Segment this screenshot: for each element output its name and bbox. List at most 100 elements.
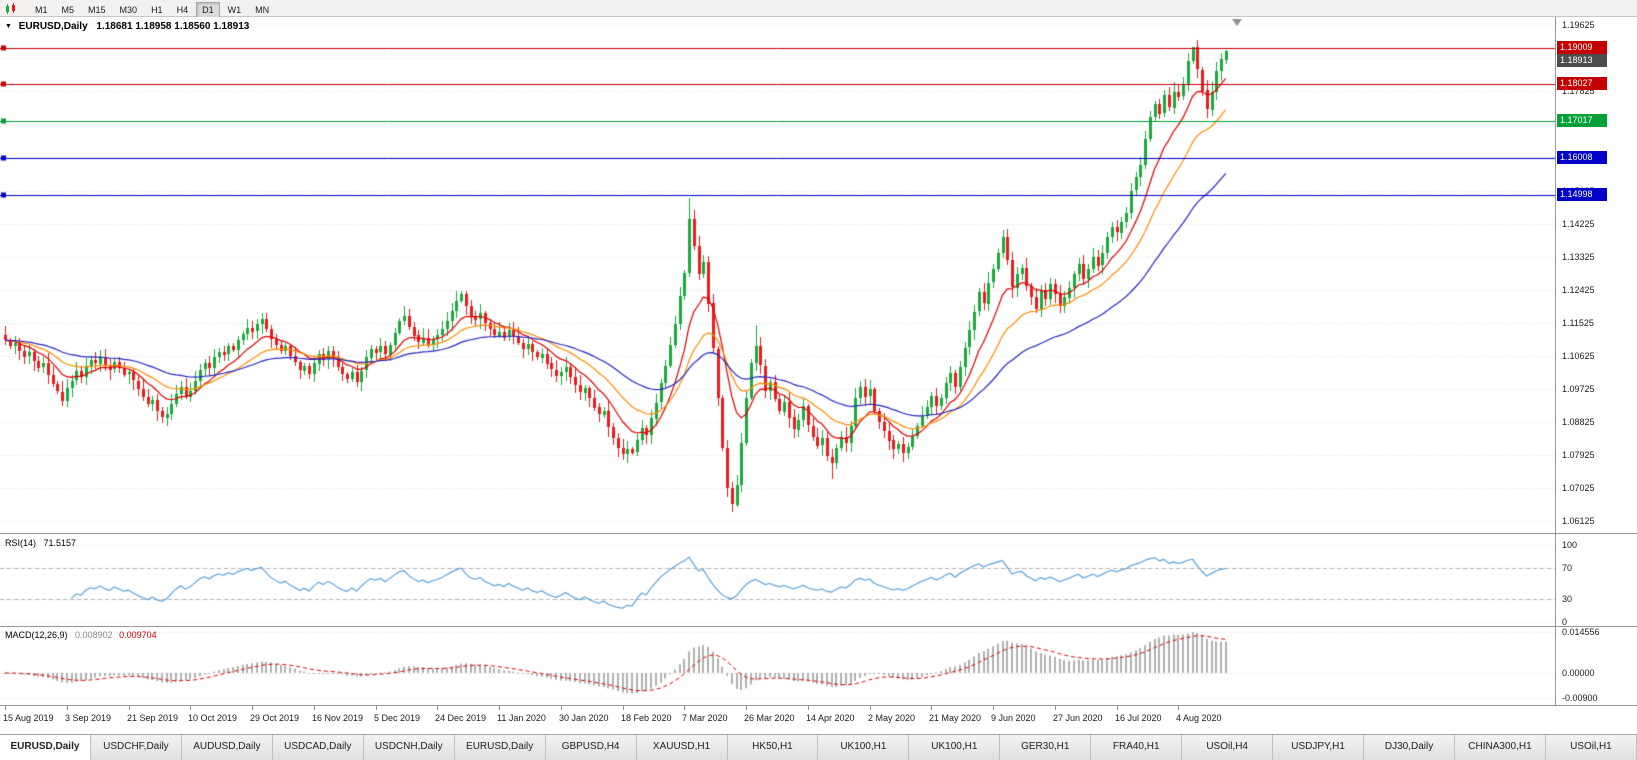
bid-price-badge: 1.18913 — [1557, 53, 1607, 67]
date-tick — [129, 706, 130, 710]
date-tick — [437, 706, 438, 710]
price-chart-canvas[interactable] — [0, 17, 1555, 533]
macd-indicator-name: MACD(12,26,9) — [5, 630, 68, 640]
date-label: 2 May 2020 — [868, 713, 916, 723]
date-tick — [746, 706, 747, 710]
rsi-axis-label: 100 — [1562, 539, 1578, 550]
timeframe-button-row: M1 M5 M15 M30 H1 H4 D1 W1 MN — [28, 0, 276, 18]
date-label: 9 Jun 2020 — [991, 713, 1036, 723]
support-line-badge-2: 1.16008 — [1557, 151, 1607, 165]
resistance-line-badge-1: 1.19009 — [1557, 40, 1607, 54]
chart-tab-hk50-h1[interactable]: HK50,H1 — [727, 735, 819, 760]
chart-tab-gbpusd-h4[interactable]: GBPUSD,H4 — [545, 735, 637, 760]
macd-main-value: 0.008902 — [75, 630, 113, 640]
chart-tab-dj30-daily[interactable]: DJ30,Daily — [1364, 735, 1455, 760]
price-axis-label: 1.09725 — [1562, 383, 1595, 394]
price-axis-label: 1.17825 — [1562, 86, 1595, 97]
chart-tab-usoil-h1[interactable]: USOil,H1 — [1545, 735, 1637, 760]
chart-tab-usdcad-daily[interactable]: USDCAD,Daily — [272, 735, 364, 760]
date-tick — [870, 706, 871, 710]
panel-separator[interactable] — [0, 626, 1637, 627]
rsi-indicator-name: RSI(14) — [5, 538, 37, 548]
chart-tab-china300-h1[interactable]: CHINA300,H1 — [1455, 735, 1546, 760]
date-tick — [1055, 706, 1056, 710]
support-line-badge-3: 1.14998 — [1557, 188, 1607, 202]
date-label: 30 Jan 2020 — [559, 713, 609, 723]
rsi-panel-title: RSI(14) 71.5157 — [5, 538, 76, 548]
timeframe-button-d1[interactable]: D1 — [196, 2, 220, 18]
collapse-arrow-icon[interactable]: ▼ — [5, 23, 12, 30]
date-label: 15 Aug 2019 — [3, 713, 54, 723]
chart-tab-ger30-h1[interactable]: GER30,H1 — [1000, 735, 1092, 760]
date-tick — [1117, 706, 1118, 710]
chart-tab-eurusd-daily[interactable]: EURUSD,Daily — [0, 735, 91, 760]
chart-tab-audusd-daily[interactable]: AUDUSD,Daily — [181, 735, 273, 760]
timeframe-button-m15[interactable]: M15 — [88, 5, 106, 15]
timeframe-button-w1[interactable]: W1 — [227, 5, 242, 15]
price-axis-label: 1.10625 — [1562, 350, 1595, 361]
date-tick — [623, 706, 624, 710]
date-tick — [190, 706, 191, 710]
chart-tab-usdchf-daily[interactable]: USDCHF,Daily — [90, 735, 182, 760]
timeframe-toolbar: M1 M5 M15 M30 H1 H4 D1 W1 MN — [0, 0, 1637, 18]
date-tick — [808, 706, 809, 710]
chart-tab-xauusd-h1[interactable]: XAUUSD,H1 — [636, 735, 728, 760]
price-axis-label: 1.07925 — [1562, 449, 1595, 460]
date-label: 16 Nov 2019 — [312, 713, 364, 723]
rsi-current-value: 71.5157 — [43, 538, 77, 548]
date-label: 21 May 2020 — [929, 713, 982, 723]
macd-panel-title: MACD(12,26,9) 0.008902 0.009704 — [5, 630, 157, 640]
chart-title: ▼ EURUSD,Daily 1.18681 1.18958 1.18560 1… — [5, 21, 249, 32]
date-tick — [314, 706, 315, 710]
chart-area: ▼ EURUSD,Daily 1.18681 1.18958 1.18560 1… — [0, 17, 1637, 734]
date-label: 14 Apr 2020 — [806, 713, 855, 723]
timeframe-button-mn[interactable]: MN — [255, 5, 270, 15]
macd-indicator-canvas[interactable] — [0, 627, 1555, 705]
timeframe-button-m30[interactable]: M30 — [119, 5, 138, 15]
chart-tab-fra40-h1[interactable]: FRA40,H1 — [1091, 735, 1183, 760]
support-line-badge-1: 1.17017 — [1557, 114, 1607, 128]
date-tick — [67, 706, 68, 710]
date-label: 5 Dec 2019 — [374, 713, 421, 723]
macd-axis-label: -0.00900 — [1562, 693, 1598, 704]
rsi-axis-label: 0 — [1562, 617, 1568, 628]
candlestick-chart-icon[interactable] — [4, 2, 20, 14]
panel-separator[interactable] — [0, 533, 1637, 534]
date-label: 21 Sep 2019 — [127, 713, 179, 723]
date-axis[interactable]: 15 Aug 2019 3 Sep 2019 21 Sep 2019 10 Oct 2… — [0, 706, 1555, 734]
date-label: 11 Jan 2020 — [497, 713, 546, 723]
price-axis-label: 1.19625 — [1562, 20, 1595, 31]
rsi-indicator-canvas[interactable] — [0, 534, 1555, 626]
date-tick — [684, 706, 685, 710]
date-label: 29 Oct 2019 — [250, 713, 300, 723]
date-label: 3 Sep 2019 — [65, 713, 112, 723]
chart-tab-uk100-h1[interactable]: UK100,H1 — [818, 735, 910, 760]
chart-symbol-label: EURUSD,Daily — [18, 21, 88, 32]
timeframe-button-m1[interactable]: M1 — [35, 5, 48, 15]
panel-separator — [0, 705, 1637, 706]
date-tick — [993, 706, 994, 710]
date-label: 7 Mar 2020 — [682, 713, 728, 723]
resistance-line-badge-2: 1.18027 — [1557, 76, 1607, 90]
timeframe-button-h4[interactable]: H4 — [176, 5, 189, 15]
timeframe-button-h1[interactable]: H1 — [151, 5, 163, 15]
chart-tab-uk100-h1[interactable]: UK100,H1 — [909, 735, 1001, 760]
rsi-axis-label: 70 — [1562, 563, 1573, 574]
chart-tabs-bar: EURUSD,Daily USDCHF,Daily AUDUSD,Daily USDC… — [0, 734, 1637, 760]
date-label: 24 Dec 2019 — [435, 713, 487, 723]
chart-tab-usdcnh-daily[interactable]: USDCNH,Daily — [363, 735, 455, 760]
chart-tab-usdjpy-h1[interactable]: USDJPY,H1 — [1273, 735, 1365, 760]
chart-tab-eurusd-daily[interactable]: EURUSD,Daily — [454, 735, 546, 760]
chart-ohlc-values: 1.18681 1.18958 1.18560 1.18913 — [96, 21, 250, 32]
date-label: 10 Oct 2019 — [188, 713, 238, 723]
price-axis-label: 1.07025 — [1562, 483, 1595, 493]
timeframe-button-m5[interactable]: M5 — [61, 5, 75, 15]
macd-axis-label: 0.014556 — [1562, 627, 1600, 638]
date-tick — [376, 706, 377, 710]
price-axis[interactable]: 1.196251.187251.178251.169251.160251.151… — [1556, 17, 1637, 706]
price-axis-label: 1.14225 — [1562, 218, 1595, 229]
price-axis-label: 1.12425 — [1562, 284, 1595, 295]
chart-tab-usoil-h4[interactable]: USOil,H4 — [1182, 735, 1274, 760]
price-axis-label: 1.13325 — [1562, 251, 1595, 262]
price-axis-label: 1.08825 — [1562, 416, 1595, 427]
